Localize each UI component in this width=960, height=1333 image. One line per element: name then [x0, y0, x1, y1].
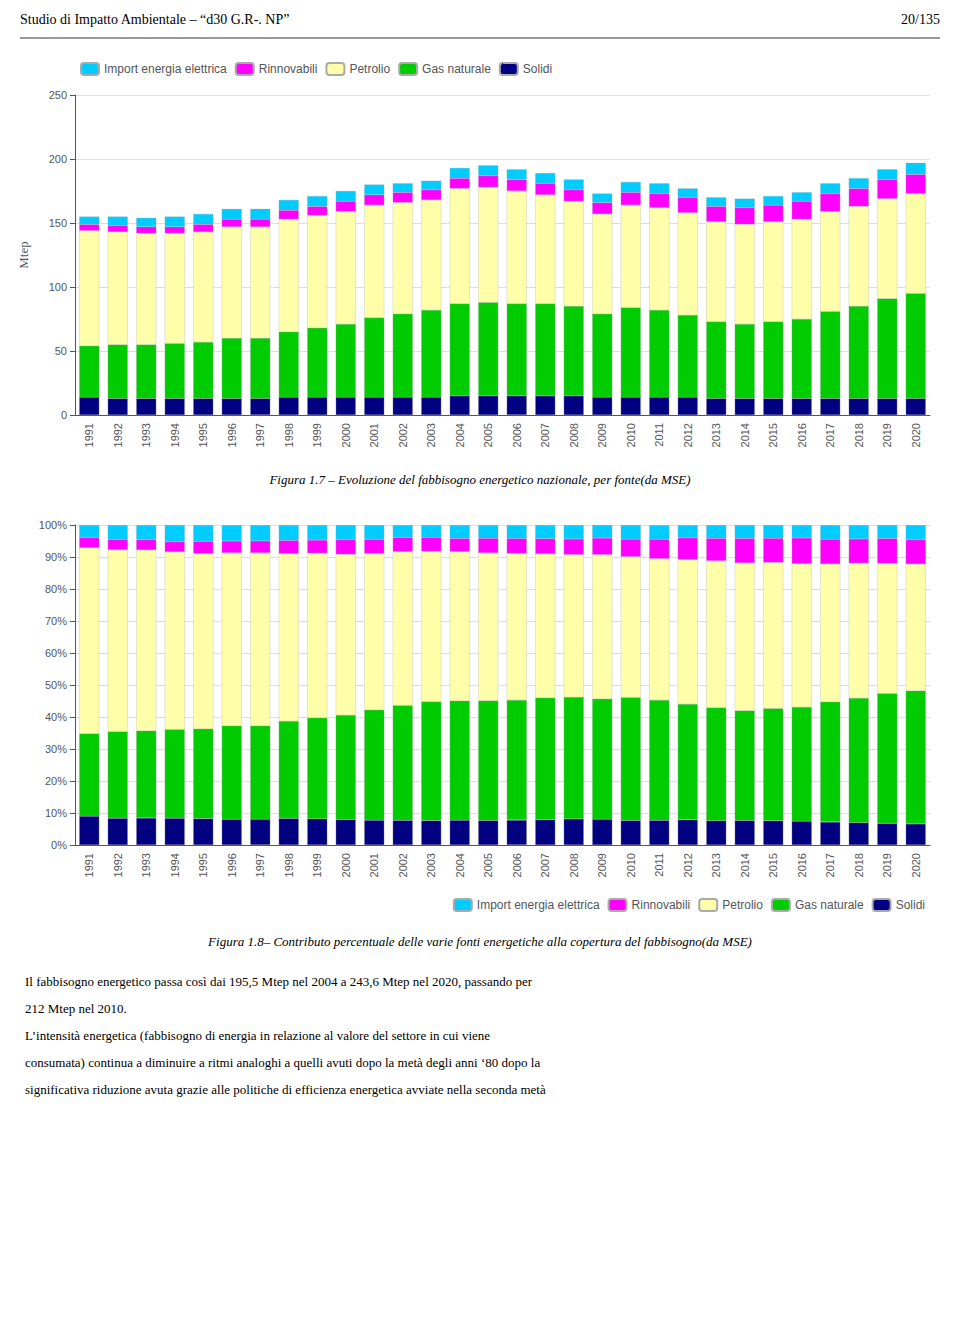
- svg-text:2015: 2015: [767, 853, 779, 877]
- svg-text:2011: 2011: [653, 423, 665, 447]
- svg-text:Figura 1.7 – Evoluzione del fa: Figura 1.7 – Evoluzione del fabbisogno e…: [268, 472, 690, 487]
- svg-text:2018: 2018: [853, 853, 865, 877]
- svg-text:1992: 1992: [112, 423, 124, 447]
- svg-text:Solidi: Solidi: [523, 62, 552, 76]
- svg-text:1994: 1994: [169, 853, 181, 877]
- svg-text:significativa riduzione avuta: significativa riduzione avuta grazie all…: [25, 1082, 546, 1097]
- svg-text:1991: 1991: [83, 853, 95, 877]
- svg-text:2006: 2006: [511, 853, 523, 877]
- svg-text:0%: 0%: [51, 839, 67, 851]
- svg-text:2015: 2015: [767, 423, 779, 447]
- svg-text:2011: 2011: [653, 853, 665, 877]
- svg-text:consumata) continua a diminuir: consumata) continua a diminuire a ritmi …: [25, 1055, 540, 1070]
- svg-text:2001: 2001: [368, 423, 380, 447]
- svg-text:Rinnovabili: Rinnovabili: [632, 898, 691, 912]
- svg-text:2016: 2016: [796, 853, 808, 877]
- svg-text:50%: 50%: [45, 679, 67, 691]
- svg-text:Petrolio: Petrolio: [722, 898, 763, 912]
- svg-text:2007: 2007: [539, 423, 551, 447]
- svg-text:2001: 2001: [368, 853, 380, 877]
- svg-text:1993: 1993: [140, 423, 152, 447]
- svg-text:20%: 20%: [45, 775, 67, 787]
- svg-text:Gas naturale: Gas naturale: [422, 62, 491, 76]
- svg-text:Solidi: Solidi: [896, 898, 925, 912]
- svg-text:Petrolio: Petrolio: [349, 62, 390, 76]
- svg-text:2009: 2009: [596, 423, 608, 447]
- svg-text:2005: 2005: [482, 853, 494, 877]
- svg-text:2012: 2012: [682, 423, 694, 447]
- svg-text:212 Mtep nel 2010.: 212 Mtep nel 2010.: [25, 1001, 127, 1016]
- svg-text:1997: 1997: [254, 853, 266, 877]
- svg-text:30%: 30%: [45, 743, 67, 755]
- svg-text:2007: 2007: [539, 853, 551, 877]
- svg-text:2013: 2013: [710, 423, 722, 447]
- svg-text:1996: 1996: [226, 853, 238, 877]
- svg-text:1994: 1994: [169, 423, 181, 447]
- svg-text:2003: 2003: [425, 853, 437, 877]
- svg-text:2010: 2010: [625, 853, 637, 877]
- svg-text:Import energia elettrica: Import energia elettrica: [477, 898, 600, 912]
- svg-text:200: 200: [49, 153, 67, 165]
- svg-text:2009: 2009: [596, 853, 608, 877]
- svg-text:2002: 2002: [397, 853, 409, 877]
- svg-text:1999: 1999: [311, 853, 323, 877]
- svg-text:L’intensità energetica (fabbis: L’intensità energetica (fabbisogno di en…: [25, 1028, 490, 1043]
- svg-text:Import energia elettrica: Import energia elettrica: [104, 62, 227, 76]
- svg-text:2006: 2006: [511, 423, 523, 447]
- svg-text:70%: 70%: [45, 615, 67, 627]
- svg-text:2008: 2008: [568, 853, 580, 877]
- svg-text:1998: 1998: [283, 853, 295, 877]
- svg-text:1995: 1995: [197, 853, 209, 877]
- svg-text:250: 250: [49, 89, 67, 101]
- svg-text:1995: 1995: [197, 423, 209, 447]
- svg-text:2012: 2012: [682, 853, 694, 877]
- svg-text:2019: 2019: [881, 423, 893, 447]
- svg-text:1992: 1992: [112, 853, 124, 877]
- svg-text:2010: 2010: [625, 423, 637, 447]
- svg-text:60%: 60%: [45, 647, 67, 659]
- svg-text:2008: 2008: [568, 423, 580, 447]
- svg-text:80%: 80%: [45, 583, 67, 595]
- svg-text:1993: 1993: [140, 853, 152, 877]
- svg-text:2017: 2017: [824, 853, 836, 877]
- svg-text:90%: 90%: [45, 551, 67, 563]
- svg-text:2002: 2002: [397, 423, 409, 447]
- svg-text:2003: 2003: [425, 423, 437, 447]
- svg-text:Rinnovabili: Rinnovabili: [259, 62, 318, 76]
- svg-text:2017: 2017: [824, 423, 836, 447]
- svg-text:2000: 2000: [340, 423, 352, 447]
- svg-text:2016: 2016: [796, 423, 808, 447]
- svg-text:Mtep: Mtep: [16, 241, 31, 268]
- svg-text:1991: 1991: [83, 423, 95, 447]
- svg-text:2020: 2020: [910, 853, 922, 877]
- svg-text:50: 50: [55, 345, 67, 357]
- svg-text:1997: 1997: [254, 423, 266, 447]
- svg-text:0: 0: [61, 409, 67, 421]
- svg-text:Il fabbisogno energetico passa: Il fabbisogno energetico passa così dai …: [25, 974, 533, 989]
- svg-text:Gas naturale: Gas naturale: [795, 898, 864, 912]
- svg-text:2005: 2005: [482, 423, 494, 447]
- svg-text:1996: 1996: [226, 423, 238, 447]
- svg-text:2000: 2000: [340, 853, 352, 877]
- svg-text:100: 100: [49, 281, 67, 293]
- svg-text:2004: 2004: [454, 423, 466, 447]
- svg-text:150: 150: [49, 217, 67, 229]
- svg-text:2014: 2014: [739, 853, 751, 877]
- svg-text:2013: 2013: [710, 853, 722, 877]
- svg-text:20/135: 20/135: [901, 12, 940, 27]
- svg-text:1999: 1999: [311, 423, 323, 447]
- svg-text:100%: 100%: [39, 519, 67, 531]
- svg-text:1998: 1998: [283, 423, 295, 447]
- svg-text:2019: 2019: [881, 853, 893, 877]
- svg-text:Studio di Impatto Ambientale –: Studio di Impatto Ambientale – “d30 G.R-…: [20, 12, 289, 27]
- svg-text:2020: 2020: [910, 423, 922, 447]
- svg-text:Figura 1.8– Contributo percent: Figura 1.8– Contributo percentuale delle…: [207, 934, 752, 949]
- svg-text:40%: 40%: [45, 711, 67, 723]
- svg-text:2004: 2004: [454, 853, 466, 877]
- svg-text:2014: 2014: [739, 423, 751, 447]
- svg-text:2018: 2018: [853, 423, 865, 447]
- svg-text:10%: 10%: [45, 807, 67, 819]
